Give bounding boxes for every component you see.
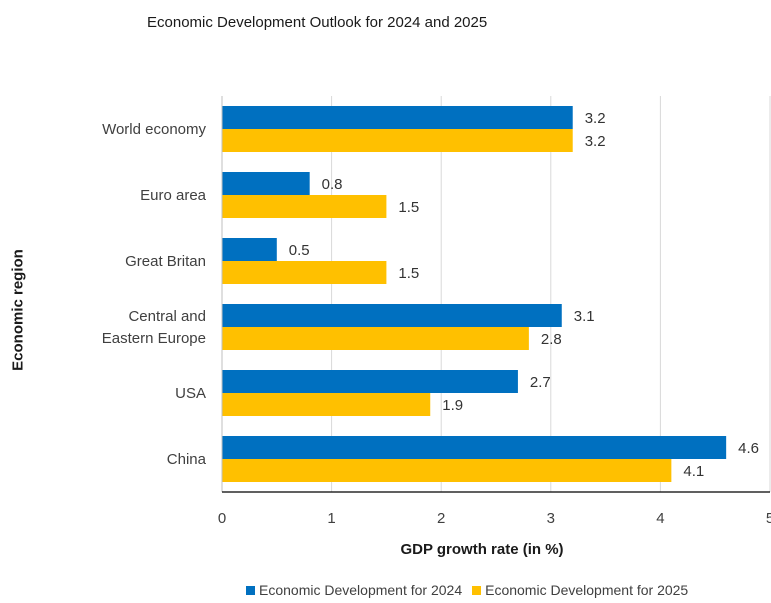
data-label-2024-2: 0.5 [289, 242, 310, 259]
x-tick-label-0: 0 [218, 510, 226, 527]
labels: 0 1 2 3 4 5 3.2 3.2 World economy 0.8 1.5 Euro area… [102, 110, 771, 527]
x-axis-title: GDP growth rate (in %) [400, 541, 564, 558]
bar-2025-4 [222, 393, 431, 416]
data-label-2024-3: 3.1 [574, 308, 595, 325]
bar-2024-5 [222, 436, 727, 459]
bar-2025-2 [222, 261, 387, 284]
gridlines [331, 96, 771, 492]
category-label-line: Euro area [140, 187, 207, 204]
bar-2025-3 [222, 327, 529, 350]
category-label-line: World economy [102, 121, 206, 138]
category-label-0: World economy [102, 121, 206, 138]
data-label-2025-3: 2.8 [541, 331, 562, 348]
category-label-line: Eastern Europe [102, 330, 206, 347]
data-label-2024-1: 0.8 [322, 176, 343, 193]
x-tick-label-2: 2 [437, 510, 445, 527]
x-tick-label-3: 3 [547, 510, 555, 527]
data-label-2024-4: 2.7 [530, 374, 551, 391]
category-label-line: Central and [128, 308, 206, 325]
legend: Economic Development for 2024 Economic D… [246, 582, 698, 598]
data-label-2024-5: 4.6 [738, 440, 759, 457]
data-label-2025-1: 1.5 [398, 199, 419, 216]
legend-item-2025: Economic Development for 2025 [472, 582, 688, 598]
legend-swatch-2024 [246, 585, 255, 595]
bar-2024-1 [222, 172, 310, 195]
bar-2025-5 [222, 459, 672, 482]
legend-item-2024: Economic Development for 2024 [246, 582, 462, 598]
category-label-line: Great Britan [125, 253, 206, 270]
data-label-2025-0: 3.2 [585, 133, 606, 150]
legend-label-2024: Economic Development for 2024 [259, 582, 463, 598]
category-label-4: USA [175, 385, 206, 402]
bar-2024-4 [222, 370, 518, 393]
category-label-2: Great Britan [125, 253, 206, 270]
legend-swatch-2025 [472, 585, 482, 595]
bar-2024-0 [222, 106, 573, 129]
category-label-line: China [167, 451, 207, 468]
category-label-1: Euro area [140, 187, 207, 204]
data-label-2024-0: 3.2 [585, 110, 606, 127]
bar-2024-2 [222, 238, 277, 261]
legend-label-2025: Economic Development for 2025 [485, 582, 689, 598]
axes [221, 96, 770, 493]
bars [222, 106, 727, 482]
data-label-2025-2: 1.5 [398, 265, 419, 282]
chart-title: Economic Development Outlook for 2024 an… [147, 14, 488, 31]
category-label-5: China [167, 451, 207, 468]
category-label-line: USA [175, 385, 206, 402]
x-tick-label-4: 4 [656, 510, 664, 527]
bar-2024-3 [222, 304, 562, 327]
category-label-3: Central and Eastern Europe [102, 308, 206, 347]
x-tick-label-1: 1 [327, 510, 335, 527]
data-label-2025-5: 4.1 [683, 463, 704, 480]
bar-2025-0 [222, 129, 573, 152]
bar-2025-1 [222, 195, 387, 218]
data-label-2025-4: 1.9 [442, 397, 463, 414]
x-tick-label-5: 5 [766, 510, 771, 527]
